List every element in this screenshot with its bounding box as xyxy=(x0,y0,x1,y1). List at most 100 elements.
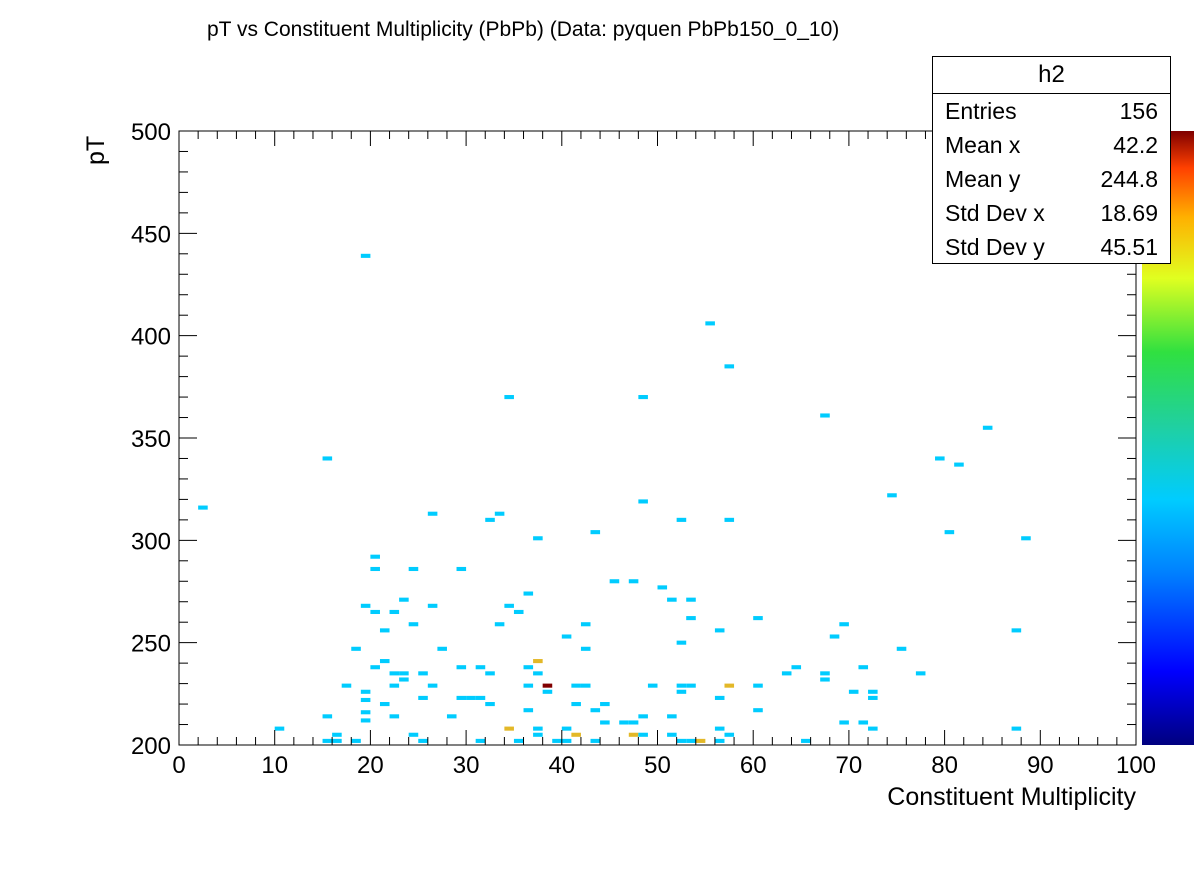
heatmap-cell xyxy=(533,732,543,737)
heatmap-cell xyxy=(332,738,342,743)
heatmap-cell xyxy=(504,395,514,400)
heatmap-cell xyxy=(820,413,830,418)
heatmap-cell xyxy=(686,597,696,602)
heatmap-cell xyxy=(360,710,371,715)
heatmap-cell xyxy=(475,665,486,670)
heatmap-cell xyxy=(667,714,677,719)
heatmap-cell xyxy=(351,646,361,651)
x-tick-label: 50 xyxy=(644,752,671,779)
heatmap-cell xyxy=(332,732,342,737)
y-tick-label: 400 xyxy=(131,324,171,351)
x-tick-label: 100 xyxy=(1116,752,1156,779)
heatmap-cell xyxy=(839,720,849,725)
heatmap-cell xyxy=(513,609,524,615)
heatmap-cell xyxy=(485,517,495,522)
heatmap-cell xyxy=(399,597,409,602)
heatmap-cell xyxy=(427,603,438,608)
heatmap-cell xyxy=(935,456,945,461)
heatmap-cell xyxy=(714,738,725,743)
heatmap-cell xyxy=(389,714,400,719)
heatmap-cell xyxy=(542,689,553,694)
heatmap-cell xyxy=(628,732,639,737)
heatmap-cell xyxy=(485,702,495,707)
stats-value: 244.8 xyxy=(1100,166,1158,192)
stats-label: Mean x xyxy=(945,132,1021,158)
heatmap-cell xyxy=(427,683,438,688)
heatmap-cell xyxy=(638,714,648,719)
heatmap-cell xyxy=(1011,726,1022,731)
heatmap-cell xyxy=(676,683,687,688)
heatmap-cell xyxy=(887,493,897,498)
heatmap-cell xyxy=(523,683,534,688)
heatmap-cell xyxy=(274,726,285,731)
stats-row-entries: Entries 156 xyxy=(933,94,1170,128)
heatmap-cell xyxy=(580,622,591,627)
heatmap-cell xyxy=(801,738,811,743)
stats-row-stddev-x: Std Dev x 18.69 xyxy=(933,196,1170,230)
heatmap-cell xyxy=(724,517,735,522)
y-tick-label: 250 xyxy=(131,631,171,658)
heatmap-cell xyxy=(1021,536,1031,541)
chart-title: pT vs Constituent Multiplicity (PbPb) (D… xyxy=(207,18,840,41)
heatmap-cell xyxy=(198,505,208,510)
heatmap-cell xyxy=(370,665,380,670)
heatmap-cell xyxy=(533,726,543,731)
heatmap-cell xyxy=(590,530,601,535)
heatmap-cell xyxy=(820,671,830,676)
stats-value: 156 xyxy=(1119,98,1158,124)
heatmap-cell xyxy=(781,671,792,676)
heatmap-cell xyxy=(858,665,869,670)
stats-row-mean-x: Mean x 42.2 xyxy=(933,128,1170,162)
heatmap-cell xyxy=(724,364,735,369)
heatmap-cell xyxy=(504,726,514,731)
stats-title: h2 xyxy=(933,57,1170,94)
heatmap-cell xyxy=(408,732,419,737)
heatmap-cell xyxy=(370,566,380,572)
heatmap-cell xyxy=(868,726,878,731)
heatmap-cell xyxy=(360,603,371,608)
heatmap-cell xyxy=(552,738,562,743)
x-tick-label: 30 xyxy=(453,752,480,779)
heatmap-cell xyxy=(686,738,696,743)
heatmap-cell xyxy=(523,665,534,670)
heatmap-cell xyxy=(494,622,505,627)
heatmap-cell xyxy=(389,609,400,615)
heatmap-cell xyxy=(571,732,581,737)
heatmap-cell xyxy=(389,671,400,676)
heatmap-cell xyxy=(628,720,639,725)
heatmap-cell xyxy=(791,665,802,670)
heatmap-cell xyxy=(533,659,543,664)
heatmap-cell xyxy=(475,695,486,700)
heatmap-cell xyxy=(561,634,572,639)
heatmap-cell xyxy=(667,597,677,602)
heatmap-cell xyxy=(619,720,629,725)
heatmap-cell xyxy=(485,671,495,676)
stats-label: Std Dev x xyxy=(945,200,1045,226)
heatmap-cell xyxy=(676,517,687,522)
stats-row-mean-y: Mean y 244.8 xyxy=(933,162,1170,196)
heatmap-cell xyxy=(437,646,447,651)
heatmap-cell xyxy=(379,659,390,664)
heatmap-cell xyxy=(753,708,763,713)
heatmap-cell xyxy=(561,738,572,743)
heatmap-cell xyxy=(418,671,428,676)
stats-label: Mean y xyxy=(945,166,1021,192)
heatmap-cell xyxy=(600,702,610,707)
stats-value: 42.2 xyxy=(1113,132,1158,158)
heatmap-cell xyxy=(695,738,706,743)
heatmap-cell xyxy=(379,628,390,633)
heatmap-cell xyxy=(418,738,428,743)
heatmap-cell xyxy=(714,726,725,731)
heatmap-cells xyxy=(198,253,1031,743)
heatmap-cell xyxy=(399,677,409,682)
x-axis-title: Constituent Multiplicity xyxy=(887,783,1136,811)
heatmap-cell xyxy=(705,321,715,326)
y-tick-label: 500 xyxy=(131,119,171,146)
heatmap-cell xyxy=(858,720,869,725)
heatmap-cell xyxy=(820,677,830,682)
heatmap-cell xyxy=(667,732,677,737)
stats-value: 45.51 xyxy=(1100,234,1158,260)
heatmap-cell xyxy=(370,609,380,615)
heatmap-cell xyxy=(829,634,840,639)
heatmap-cell xyxy=(628,579,639,584)
